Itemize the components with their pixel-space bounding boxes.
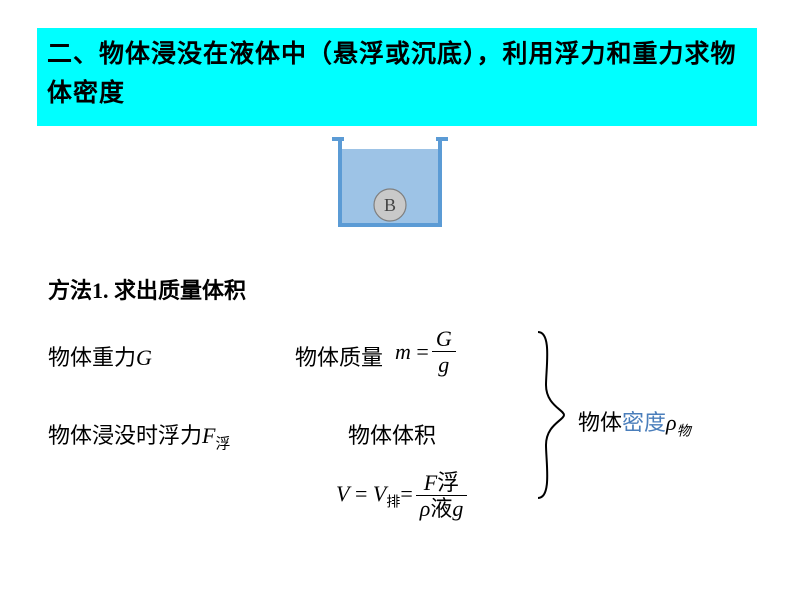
result-prefix: 物体 — [578, 410, 622, 435]
r1f-den: g — [434, 352, 453, 377]
r2f-den-rho: ρ — [420, 496, 431, 521]
r2f-lhs: V = V排= — [336, 481, 413, 511]
method-heading: 方法1. 求出质量体积 — [48, 273, 246, 305]
row2-formula: V = V排= F浮 ρ液g — [336, 470, 467, 522]
r2f-eq2: = — [400, 481, 412, 506]
r1f-frac: G g — [432, 326, 456, 378]
row1-left-label: 物体重力G — [48, 340, 152, 372]
r2f-den-sub: 液 — [430, 496, 452, 521]
r2f-num-F: F — [424, 470, 437, 495]
r2f-midsub: 排 — [386, 495, 400, 510]
row1-left-text: 物体重力 — [48, 345, 136, 370]
row2-left-F: F — [202, 423, 215, 448]
r2f-V2: V — [373, 481, 386, 506]
r2f-eq1: = — [349, 481, 372, 506]
r1f-eq: = — [411, 339, 429, 364]
row2-left-var: F浮 — [202, 423, 230, 448]
result-highlight: 密度 — [622, 410, 666, 435]
row1-formula: m = G g — [395, 326, 456, 378]
row2-left-sub: 浮 — [215, 436, 230, 452]
r1f-m: m — [395, 339, 411, 364]
section-title-bar: 二、物体浸没在液体中（悬浮或沉底），利用浮力和重力求物体密度 — [37, 28, 757, 126]
r2f-den: ρ液g — [416, 496, 468, 521]
row1-left-var: G — [136, 345, 152, 370]
row2-left-text: 物体浸没时浮力 — [48, 423, 202, 448]
row2-right-label: 物体体积 — [348, 418, 436, 450]
right-brace — [532, 330, 568, 505]
r2f-frac: F浮 ρ液g — [416, 470, 468, 522]
ball-label: B — [384, 195, 396, 215]
r2f-num: F浮 — [420, 470, 463, 495]
r1f-num: G — [432, 326, 456, 351]
r2f-V1: V — [336, 481, 349, 506]
beaker-diagram: B — [330, 135, 450, 236]
r2f-num-sub: 浮 — [437, 470, 459, 495]
row2-left-label: 物体浸没时浮力F浮 — [48, 418, 230, 453]
result-rho-sub: 物 — [677, 424, 691, 439]
result-text: 物体密度ρ物 — [578, 405, 691, 440]
r2f-den-g: g — [452, 496, 463, 521]
result-rho: ρ — [666, 410, 677, 435]
row1-right-label: 物体质量 — [295, 340, 383, 372]
r1f-lhs: m = — [395, 339, 429, 365]
section-title-text: 二、物体浸没在液体中（悬浮或沉底），利用浮力和重力求物体密度 — [47, 36, 747, 114]
